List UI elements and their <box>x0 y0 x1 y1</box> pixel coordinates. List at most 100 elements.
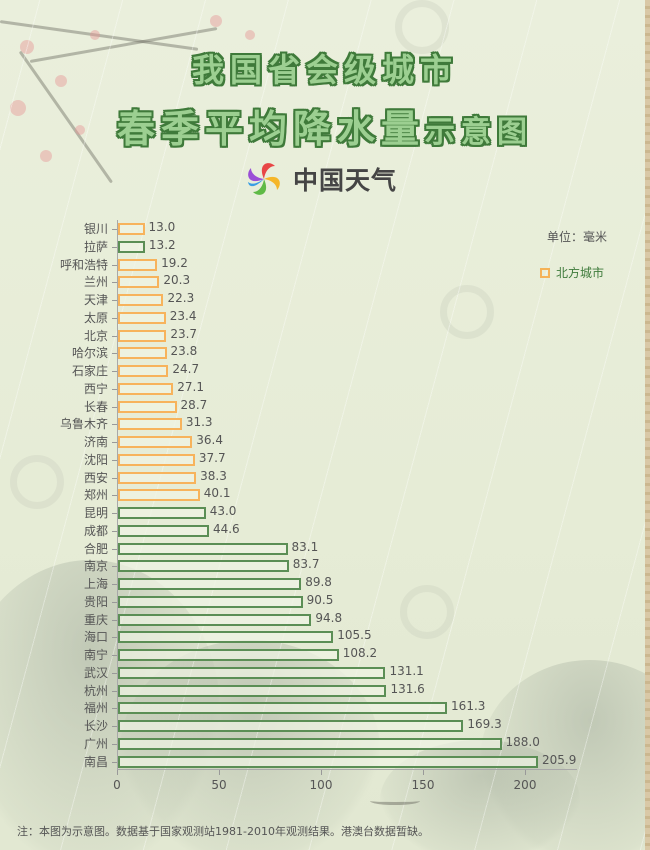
y-tick <box>112 761 117 763</box>
value-label: 108.2 <box>342 646 378 660</box>
category-label: 西安 <box>83 470 108 485</box>
bar <box>118 507 206 519</box>
bar-row: 昆明 43.0 <box>0 504 650 520</box>
y-tick <box>112 282 117 284</box>
bar-row: 兰州 20.3 <box>0 273 650 290</box>
legend-north-label: 北方城市 <box>556 266 605 280</box>
value-label: 44.6 <box>212 521 240 536</box>
value-label: 20.3 <box>163 273 191 288</box>
category-label: 杭州 <box>83 683 108 698</box>
category-label: 银川 <box>83 222 108 236</box>
legend-north-swatch <box>540 267 550 278</box>
category-label: 太原 <box>83 310 108 325</box>
y-tick <box>112 406 117 408</box>
category-label: 合肥 <box>83 541 108 556</box>
bar <box>118 418 182 431</box>
bar-row: 北京 23.7 <box>0 327 650 343</box>
category-label: 昆明 <box>83 506 108 520</box>
y-tick <box>112 655 117 656</box>
y-tick <box>112 388 117 390</box>
bar-row: 呼和浩特 19.2 <box>0 256 650 272</box>
y-tick <box>112 584 117 585</box>
boat-decoration <box>370 797 420 805</box>
blossom <box>40 150 52 162</box>
blossom <box>90 30 100 40</box>
bar <box>118 453 195 466</box>
y-tick <box>112 495 117 497</box>
value-label: 94.8 <box>315 610 343 625</box>
x-tick <box>525 770 526 775</box>
y-tick <box>112 619 117 621</box>
value-label: 105.5 <box>337 628 372 643</box>
y-tick <box>112 442 117 443</box>
y-tick <box>112 353 117 355</box>
bar-row: 银川 13.0 <box>0 220 650 236</box>
y-tick <box>112 317 117 319</box>
category-label: 南京 <box>83 559 108 574</box>
category-label: 福州 <box>83 701 108 716</box>
category-label: 长沙 <box>83 719 108 733</box>
value-label: 131.6 <box>390 681 425 696</box>
bar-row: 合肥 83.1 <box>0 540 650 556</box>
title-line2-small: 示意图 <box>425 115 533 150</box>
footnote: 注：本图为示意图。数据基于国家观测站1981-2010年观测结果。港澳台数据暂缺… <box>17 825 429 838</box>
bar-row: 武汉 131.1 <box>0 664 650 680</box>
category-label: 南宁 <box>83 648 108 662</box>
category-label: 上海 <box>83 577 108 591</box>
bar <box>118 276 160 289</box>
ink-mountain <box>480 660 650 850</box>
category-label: 沈阳 <box>83 452 108 467</box>
value-label: 38.3 <box>200 468 227 483</box>
category-label: 西宁 <box>83 381 108 396</box>
y-tick <box>112 726 117 727</box>
bar-row: 杭州 131.6 <box>0 681 650 698</box>
bar-row: 西宁 27.1 <box>0 380 650 396</box>
unit-label: 单位：毫米 <box>547 230 608 244</box>
bar-row: 成都 44.6 <box>0 521 650 538</box>
y-tick <box>112 513 117 514</box>
bar <box>118 294 164 306</box>
category-label: 武汉 <box>83 665 108 680</box>
bar <box>118 524 209 537</box>
category-label: 兰州 <box>83 275 108 290</box>
category-label: 郑州 <box>83 488 108 503</box>
bar-row: 南京 83.7 <box>0 557 650 574</box>
y-tick <box>112 743 117 745</box>
bar-row: 海口 105.5 <box>0 628 650 645</box>
category-label: 石家庄 <box>71 364 108 378</box>
x-tick-label: 0 <box>113 778 121 792</box>
category-label: 呼和浩特 <box>59 257 108 272</box>
blossom <box>20 40 34 54</box>
paper-edge <box>645 0 650 850</box>
bar <box>118 311 166 324</box>
bar <box>118 613 312 626</box>
category-label: 重庆 <box>83 612 108 627</box>
bar <box>118 347 167 360</box>
bar <box>118 365 169 377</box>
category-label: 哈尔滨 <box>71 346 108 361</box>
bar <box>118 400 177 413</box>
bar <box>118 382 174 395</box>
china-weather-logo: 中国天气 <box>243 158 397 200</box>
logo-text: 中国天气 <box>293 166 398 195</box>
category-label: 拉萨 <box>83 239 108 254</box>
value-label: 28.7 <box>180 397 208 412</box>
x-tick-label: 150 <box>411 778 435 792</box>
bar <box>118 223 145 235</box>
y-tick <box>112 708 117 710</box>
value-label: 169.3 <box>467 717 502 731</box>
category-label: 济南 <box>83 435 108 449</box>
x-axis <box>117 769 577 770</box>
bar-row: 济南 36.4 <box>0 433 650 449</box>
bar-row: 上海 89.8 <box>0 575 650 591</box>
value-label: 22.3 <box>167 291 195 305</box>
bar-row: 南昌 205.9 <box>0 753 650 769</box>
x-tick-label: 100 <box>309 778 333 792</box>
y-tick <box>112 548 117 550</box>
bar <box>118 258 158 271</box>
title-line2: 春季平均降水量示意图 <box>0 98 650 153</box>
value-label: 40.1 <box>203 486 231 501</box>
value-label: 24.7 <box>172 362 200 376</box>
category-label: 海口 <box>83 630 108 645</box>
value-label: 83.7 <box>292 557 320 572</box>
